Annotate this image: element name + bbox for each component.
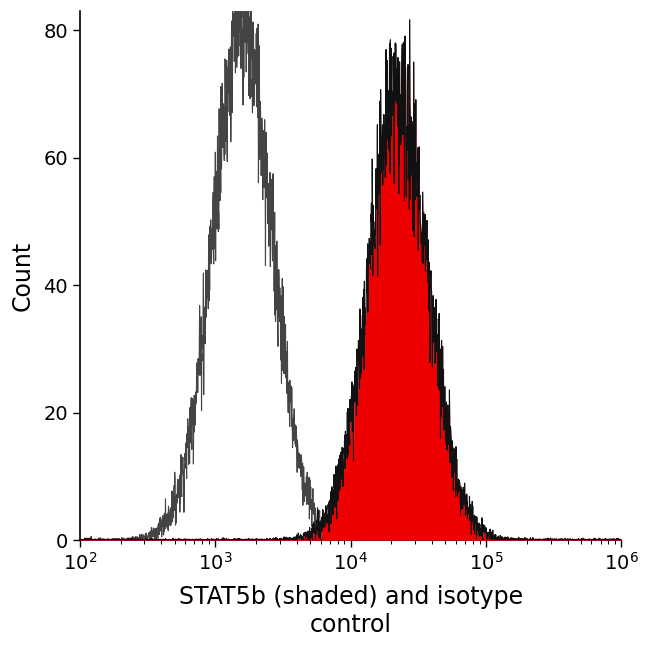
- X-axis label: STAT5b (shaded) and isotype
control: STAT5b (shaded) and isotype control: [179, 585, 523, 637]
- Y-axis label: Count: Count: [11, 240, 35, 311]
